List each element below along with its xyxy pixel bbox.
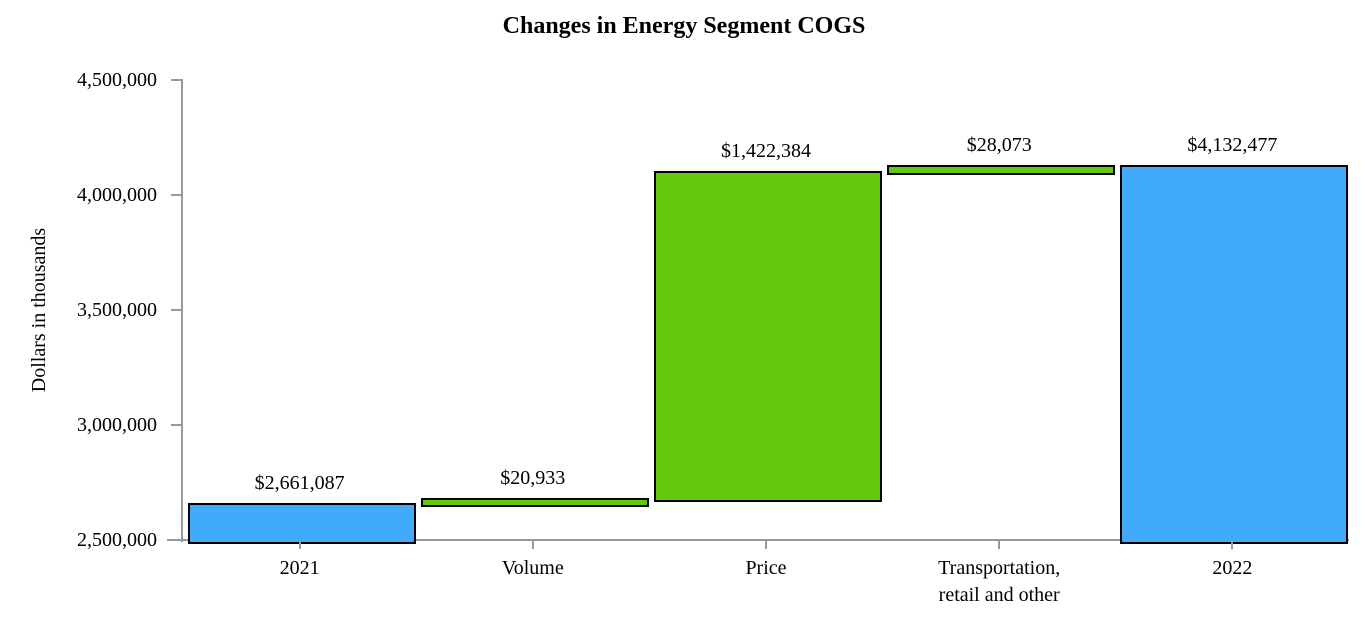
bar-2021 xyxy=(187,502,416,544)
x-tick-mark xyxy=(531,541,534,549)
x-category-label: Price xyxy=(745,557,787,579)
y-tick-label: 2,500,000 xyxy=(77,529,157,551)
y-tick-label: 3,000,000 xyxy=(77,414,157,436)
chart-title: Changes in Energy Segment COGS xyxy=(502,13,866,39)
bar-value-label: $20,933 xyxy=(500,467,566,490)
x-tick-mark xyxy=(765,541,767,549)
x-tick-mark xyxy=(1231,541,1234,549)
y-tick-mark xyxy=(171,309,181,311)
y-tick-mark xyxy=(171,79,181,81)
bar-volume xyxy=(420,498,649,507)
bar-transportation-retail-and-other xyxy=(887,164,1116,175)
x-tick-mark xyxy=(298,541,301,549)
bar-value-label: $28,073 xyxy=(966,133,1032,156)
bar-value-label: $1,422,384 xyxy=(721,139,811,162)
y-tick-mark xyxy=(171,539,181,541)
bar-value-label: $2,661,087 xyxy=(254,471,345,494)
y-axis-line xyxy=(181,79,183,542)
x-category-label: 2021 xyxy=(279,557,320,579)
y-tick-mark xyxy=(171,424,181,426)
x-category-label: 2022 xyxy=(1212,557,1253,579)
x-category-label: Transportation, retail and other xyxy=(938,557,1061,606)
y-tick-label: 4,500,000 xyxy=(77,69,157,91)
x-category-label: Volume xyxy=(501,557,564,579)
bar-price xyxy=(654,170,882,503)
y-tick-label: 4,000,000 xyxy=(77,184,157,206)
x-tick-mark xyxy=(998,541,1001,549)
x-axis-line xyxy=(167,539,1349,541)
y-tick-mark xyxy=(171,194,181,196)
bar-2022 xyxy=(1120,164,1349,544)
bar-value-label: $4,132,477 xyxy=(1187,133,1278,156)
y-tick-label: 3,500,000 xyxy=(77,299,157,321)
